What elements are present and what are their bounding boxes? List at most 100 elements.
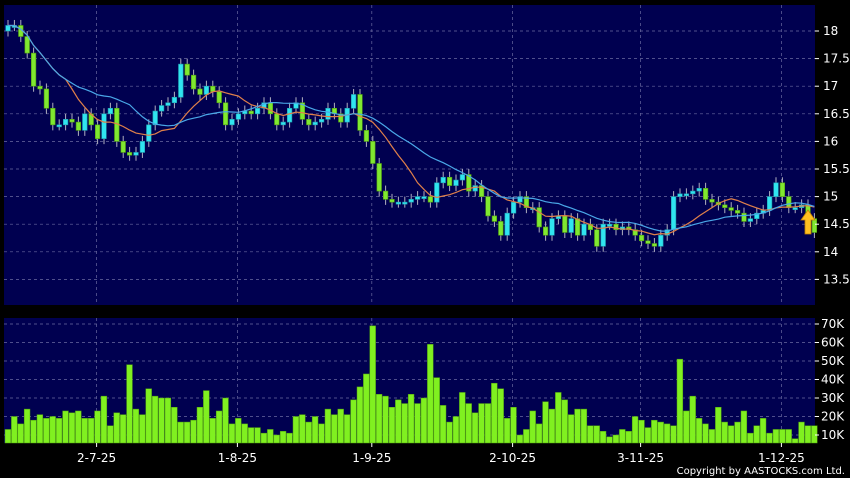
candle-down [299,102,306,120]
volume-bar [196,407,204,444]
candle-up [152,110,158,126]
volume-bar [171,407,178,444]
volume-bar [791,438,799,444]
volume-bar [638,419,645,444]
volume-bar [87,418,95,444]
candle-up [414,196,421,200]
volume-bar [17,423,24,444]
candle-down [811,218,817,233]
volume-bar [439,405,447,444]
candle-up [235,113,242,120]
candle-down [197,88,203,95]
volume-bar [471,412,479,444]
volume-bar [100,395,108,444]
candle-down [274,113,280,126]
volume-tick-label: 50K [821,354,845,368]
volume-tick-label: 40K [821,373,845,387]
volume-bar [324,408,332,444]
volume-tick-label: 60K [821,336,845,350]
date-tick-label: 1-8-25 [218,451,257,465]
volume-bar [299,414,306,444]
candle-down [184,63,190,76]
candle-up [683,193,689,197]
copyright-text: Copyright by AASTOCKS.com Ltd. [677,466,845,477]
volume-bar [670,425,677,444]
volume-bar [753,425,760,444]
candle-up [792,207,798,210]
candle-up [677,193,683,197]
price-tick-label: 15.5 [823,162,850,176]
date-tick-label: 2-7-25 [77,451,116,465]
volume-bar [190,419,197,444]
volume-bar [433,377,440,444]
candle-down [37,85,43,90]
volume-bar [734,421,741,444]
volume-bar [286,432,293,444]
candle-down [24,36,30,54]
candle-down [69,119,75,123]
candle-down [734,210,741,214]
volume-bar [599,431,607,444]
volume-bar [30,419,37,444]
candle-up [421,196,427,199]
candle-up [255,107,261,115]
volume-bar [222,397,229,444]
volume-bar [81,418,88,444]
volume-bar [55,418,63,444]
candle-down [741,212,747,222]
volume-bar [228,423,236,444]
candle-up [696,188,702,192]
candle-down [542,226,549,236]
date-tick-label: 1-9-25 [352,451,391,465]
candle-down [638,234,645,242]
volume-bar [164,397,172,444]
volume-bar [331,414,338,444]
volume-bar [375,394,383,444]
candle-up [56,124,62,128]
candle-down [594,229,600,247]
volume-bar [177,421,184,444]
volume-bar [139,414,146,444]
candle-down [645,240,651,244]
price-tick-label: 17.5 [823,52,850,66]
candle-down [248,110,254,115]
candle-down [779,182,785,197]
volume-bar [235,418,242,444]
volume-bar [580,408,588,444]
volume-bar [43,418,50,444]
candle-down [216,91,222,104]
candle-up [581,223,587,236]
volume-bar [158,397,165,444]
volume-bar [356,386,364,444]
candle-up [434,182,440,203]
volume-bar [343,414,351,444]
candle-up [459,174,466,181]
volume-tick-label: 10K [821,428,845,442]
candle-up [606,223,613,227]
candle-down [363,130,370,142]
volume-bar [94,410,101,444]
candle-up [747,218,753,222]
candle-up [773,182,779,197]
candle-up [690,190,696,195]
candle-up [395,201,402,205]
candle-down [223,102,229,126]
candle-down [722,204,728,208]
volume-bar [273,434,280,444]
volume-bar [254,427,261,444]
candle-down [491,215,498,222]
price-tick-label: 18 [823,24,838,38]
volume-bar [740,410,748,444]
candle-down [574,218,581,236]
volume-bar [516,434,524,444]
volume-bar [151,395,159,444]
candle-down [370,141,376,164]
candle-up [600,223,606,247]
candle-down [466,174,472,192]
date-tick-label: 2-10-25 [489,451,536,465]
volume-bar [465,403,472,444]
volume-bar [209,418,216,444]
volume-bar [766,432,773,444]
volume-bar [555,392,562,444]
volume-bar [747,432,754,444]
